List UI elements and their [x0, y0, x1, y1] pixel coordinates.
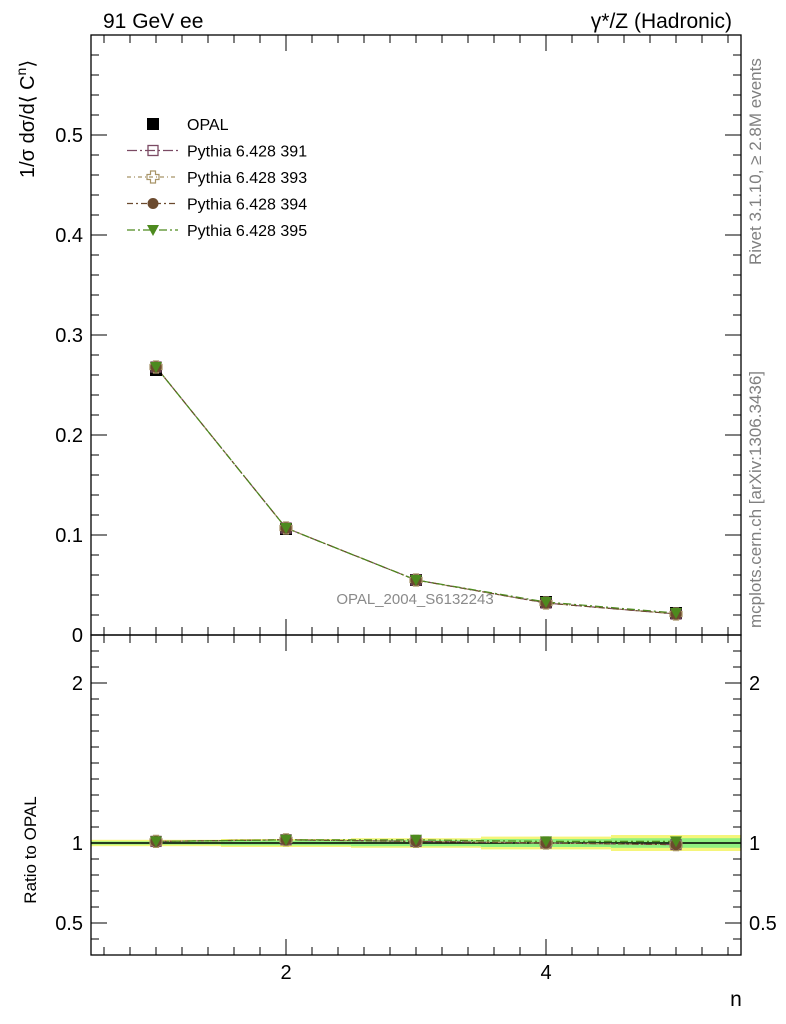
ratio-y-tick-label: 2: [749, 673, 760, 695]
ratio-point: [410, 834, 422, 846]
legend-marker: [147, 225, 159, 236]
main-ylabel: 1/σ dσ/d⟨ Cn⟩: [13, 60, 39, 178]
main-ylabel-part1: 1/σ dσ/d⟨ C: [17, 75, 39, 178]
legend-marker: [147, 198, 159, 209]
y-tick-label: 0.5: [55, 125, 83, 147]
legend-label: Pythia 6.428 391: [187, 144, 307, 161]
legend-label: Pythia 6.428 395: [187, 223, 307, 240]
data-point: [670, 608, 682, 619]
ratio-y-tick-label: 1: [72, 833, 83, 855]
ratio-ylabel: Ratio to OPAL: [21, 796, 40, 903]
mcplots-label: mcplots.cern.ch [arXiv:1306.3436]: [746, 371, 765, 628]
x-axis-label: n: [730, 988, 742, 1011]
x-tick-label: 2: [280, 962, 291, 984]
x-tick-label: 4: [540, 962, 551, 984]
main-ylabel-part3: ⟩: [17, 60, 39, 68]
ratio-y-tick-label: 0.5: [55, 913, 83, 935]
data-point: [280, 523, 292, 534]
header-right: γ*/Z (Hadronic): [591, 10, 732, 33]
legend-label: OPAL: [187, 117, 229, 134]
legend: OPAL Pythia 6.428 391 Pythia 6.428 393 Pyth…: [127, 117, 307, 240]
data-point: [410, 575, 422, 586]
y-tick-label: 0.2: [55, 425, 83, 447]
main-ylabel-sup: n: [13, 68, 29, 76]
ratio-point: [150, 836, 162, 848]
y-tick-label: 0: [72, 625, 83, 647]
y-tick-label: 0.1: [55, 525, 83, 547]
y-tick-label: 0.4: [55, 225, 83, 247]
ratio-plot: 0.5 0.5 1 1 2 2 2 4: [55, 634, 777, 984]
ratio-point: [280, 834, 292, 846]
y-tick-label: 0.3: [55, 325, 83, 347]
legend-marker: [146, 170, 160, 184]
ratio-frame: [90, 634, 742, 956]
legend-marker: [147, 118, 159, 130]
analysis-watermark: OPAL_2004_S6132243: [336, 591, 493, 608]
data-point: [540, 597, 552, 608]
legend-label: Pythia 6.428 394: [187, 197, 307, 214]
rivet-label: Rivet 3.1.10, ≥ 2.8M events: [746, 58, 765, 265]
ratio-point: [540, 836, 552, 848]
ratio-y-tick-label: 2: [72, 673, 83, 695]
ratio-point: [670, 836, 682, 848]
legend-marker: [147, 144, 159, 157]
ratio-y-tick-label: 1: [749, 833, 760, 855]
legend-label: Pythia 6.428 393: [187, 170, 307, 187]
ratio-y-tick-label: 0.5: [749, 913, 777, 935]
header-left: 91 GeV ee: [103, 10, 203, 33]
data-point: [150, 362, 162, 373]
